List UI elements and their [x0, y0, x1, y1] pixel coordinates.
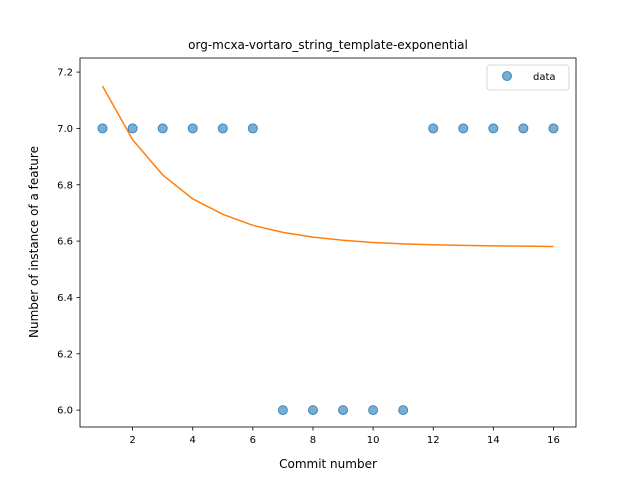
x-tick-label: 4: [190, 435, 196, 446]
y-tick-label: 6.0: [57, 406, 73, 417]
legend-box: [486, 64, 570, 91]
plot-area: [97, 85, 559, 416]
data-point: [368, 405, 379, 416]
data-point: [247, 123, 258, 134]
data-point: [548, 123, 559, 134]
data-point: [488, 123, 499, 134]
axes-frame: [79, 57, 577, 428]
x-tick-label: 10: [367, 435, 380, 446]
y-tick-label: 6.8: [57, 180, 73, 191]
data-point: [277, 405, 288, 416]
x-axis-label: Commit number: [279, 457, 377, 471]
data-point: [97, 123, 108, 134]
x-tick-label: 14: [487, 435, 500, 446]
y-tick-label: 6.2: [57, 349, 73, 360]
data-point: [458, 123, 469, 134]
data-point: [518, 123, 529, 134]
x-axis-ticks: 2 4 6 8 10 12 14 16: [129, 427, 560, 446]
y-axis-label: Number of instance of a feature: [27, 146, 41, 338]
x-tick-label: 8: [310, 435, 316, 446]
x-tick-label: 6: [250, 435, 256, 446]
legend-marker-data: [502, 71, 512, 81]
y-tick-label: 6.6: [57, 237, 73, 248]
y-axis-ticks: 6.0 6.2 6.4 6.6 6.8 7.0 7.2: [57, 68, 80, 417]
data-point: [428, 123, 439, 134]
data-point: [307, 405, 318, 416]
data-point: [398, 405, 409, 416]
chart-title: org-mcxa-vortaro_string_template-exponen…: [188, 38, 468, 52]
y-tick-label: 7.2: [57, 68, 73, 79]
data-point: [127, 123, 138, 134]
legend-label-data: data: [533, 72, 556, 83]
points-layer: [97, 123, 559, 416]
y-tick-label: 7.0: [57, 124, 73, 135]
y-tick-label: 6.4: [57, 293, 73, 304]
data-point: [157, 123, 168, 134]
data-point: [187, 123, 198, 134]
legend: data: [486, 64, 570, 91]
data-point: [338, 405, 349, 416]
data-point: [217, 123, 228, 134]
x-tick-label: 12: [427, 435, 440, 446]
x-tick-label: 2: [129, 435, 135, 446]
fit-line: [101, 85, 554, 248]
line-layer: [101, 85, 554, 248]
x-tick-label: 16: [547, 435, 560, 446]
